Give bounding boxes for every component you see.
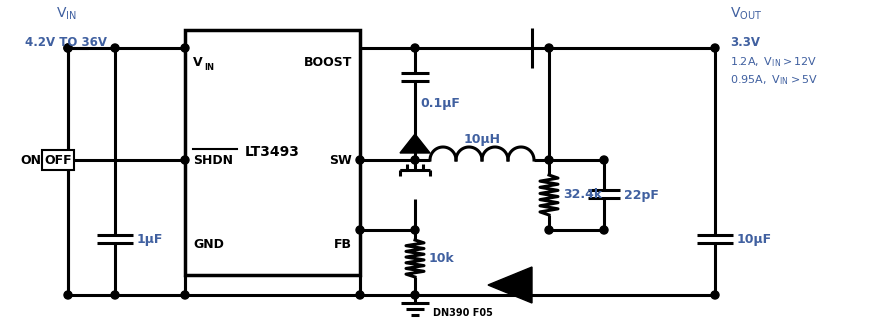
Text: OFF: OFF [44, 154, 72, 166]
Polygon shape [400, 134, 430, 153]
Text: 4.2V TO 36V: 4.2V TO 36V [25, 36, 107, 49]
Text: $\mathrm{V_{OUT}}$: $\mathrm{V_{OUT}}$ [730, 6, 762, 22]
Text: 10μF: 10μF [737, 232, 772, 245]
Text: BOOST: BOOST [303, 56, 352, 69]
Text: $\mathrm{V_{IN}}$: $\mathrm{V_{IN}}$ [56, 6, 77, 22]
Circle shape [356, 291, 364, 299]
Circle shape [545, 226, 553, 234]
Circle shape [600, 156, 608, 164]
Text: 3.3V: 3.3V [730, 36, 760, 49]
Circle shape [181, 291, 189, 299]
Circle shape [181, 44, 189, 52]
Bar [42, 150, 74, 170]
Circle shape [356, 226, 364, 234]
Text: SW: SW [330, 154, 352, 166]
Text: ON: ON [20, 154, 41, 166]
Text: LT3493: LT3493 [245, 146, 300, 160]
Circle shape [64, 291, 72, 299]
Text: FB: FB [334, 238, 352, 251]
Text: DN390 F05: DN390 F05 [433, 308, 493, 318]
Text: $\mathrm{1.2A,\ V_{IN} > 12V}$: $\mathrm{1.2A,\ V_{IN} > 12V}$ [730, 55, 817, 69]
Text: $\mathrm{0.95A,\ V_{IN} > 5V}$: $\mathrm{0.95A,\ V_{IN} > 5V}$ [730, 73, 818, 87]
Circle shape [411, 156, 419, 164]
Circle shape [64, 44, 72, 52]
Circle shape [411, 44, 419, 52]
Text: 22pF: 22pF [624, 188, 659, 201]
Polygon shape [488, 267, 532, 303]
Circle shape [711, 44, 719, 52]
Text: IN: IN [204, 63, 214, 72]
Text: SHDN: SHDN [193, 154, 233, 166]
Circle shape [64, 44, 72, 52]
Circle shape [545, 156, 553, 164]
Circle shape [111, 44, 119, 52]
Circle shape [181, 156, 189, 164]
Text: 32.4k: 32.4k [563, 188, 603, 201]
Text: 0.1μF: 0.1μF [420, 98, 460, 111]
Circle shape [411, 226, 419, 234]
Circle shape [600, 226, 608, 234]
Text: 1μF: 1μF [137, 232, 163, 245]
Circle shape [411, 291, 419, 299]
Circle shape [111, 291, 119, 299]
Bar [185, 30, 360, 275]
Text: 10k: 10k [429, 251, 455, 264]
Circle shape [711, 291, 719, 299]
Circle shape [356, 156, 364, 164]
Text: 10μH: 10μH [464, 134, 501, 147]
Text: GND: GND [193, 238, 224, 251]
Text: V: V [193, 56, 202, 69]
Circle shape [545, 44, 553, 52]
